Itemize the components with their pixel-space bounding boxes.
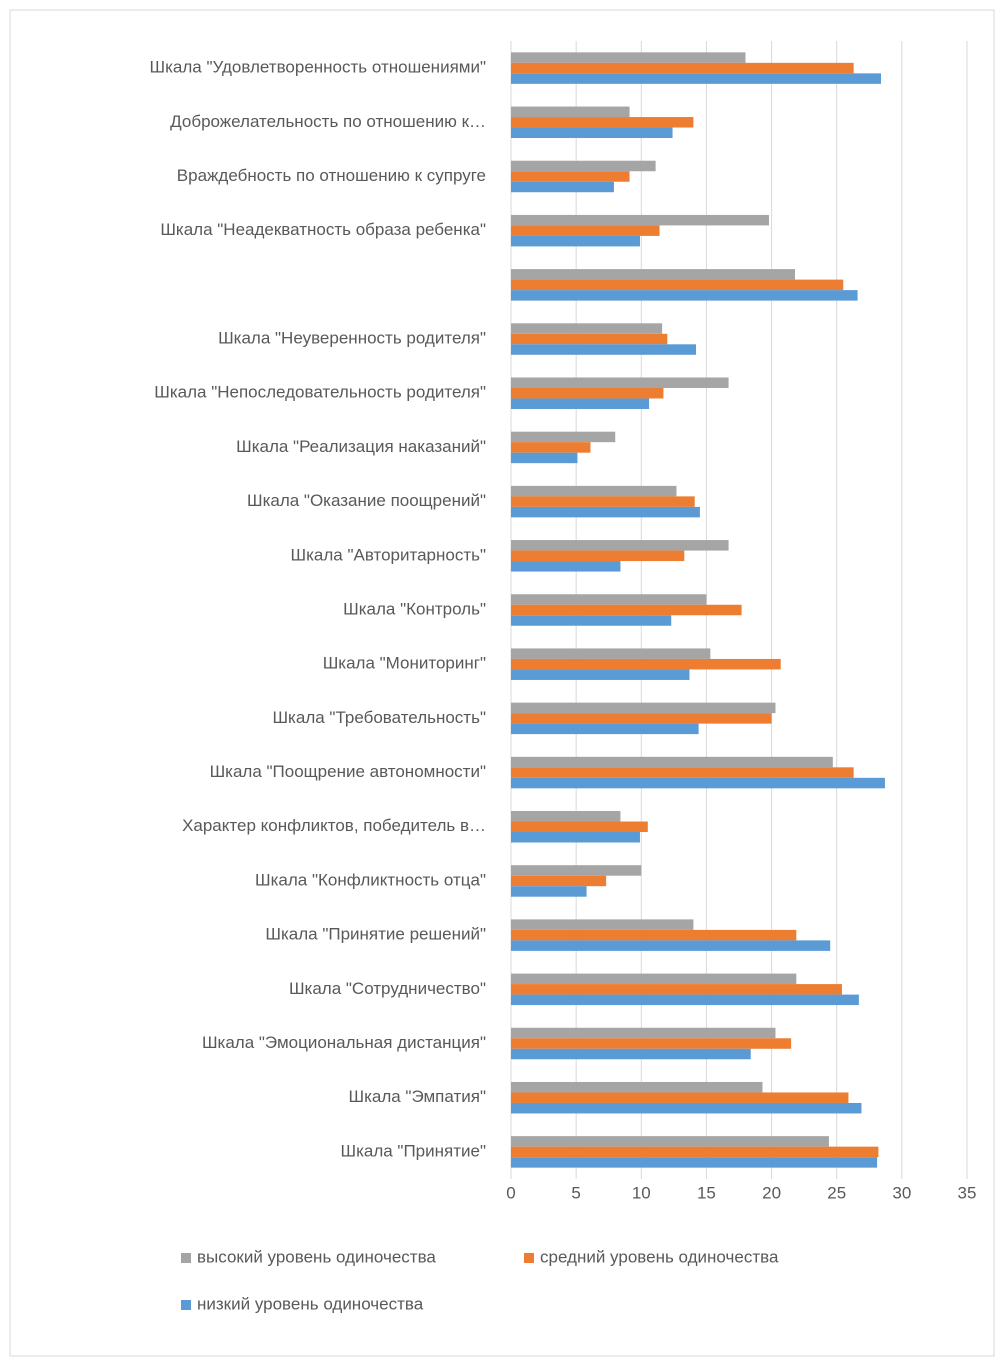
bar xyxy=(511,723,699,735)
bar xyxy=(511,919,694,930)
bar xyxy=(511,1027,776,1039)
bar xyxy=(511,496,695,507)
bar xyxy=(511,506,700,518)
bar xyxy=(511,1102,862,1114)
x-tick-label: 30 xyxy=(892,1183,911,1202)
legend-label: средний уровень одиночества xyxy=(540,1247,779,1266)
legend-swatch xyxy=(524,1253,534,1263)
bar xyxy=(511,344,697,355)
chart-border xyxy=(9,9,995,1357)
bar xyxy=(511,160,656,172)
bar xyxy=(511,811,621,822)
y-tick-label: Шкала "Принятие" xyxy=(340,1141,486,1160)
bar xyxy=(511,940,831,951)
y-tick-label: Шкала "Эмпатия" xyxy=(348,1087,486,1106)
y-tick-label: Шкала "Контроль" xyxy=(343,599,486,618)
bar xyxy=(511,485,677,497)
bar xyxy=(511,377,729,388)
y-tick-label: Шкала "Неуверенность родителя" xyxy=(218,329,486,348)
bar xyxy=(511,540,729,551)
x-tick-label: 0 xyxy=(506,1183,515,1202)
bar xyxy=(511,290,858,301)
bar xyxy=(511,452,578,464)
bar xyxy=(511,442,591,453)
y-tick-label: Шкала "Требовательность" xyxy=(272,708,486,727)
bar xyxy=(511,973,797,985)
y-tick-label: Доброжелательность по отношению к… xyxy=(170,112,486,131)
bar xyxy=(511,777,885,789)
x-tick-label: 35 xyxy=(958,1183,977,1202)
bar xyxy=(511,333,668,345)
bar xyxy=(511,767,854,778)
bar xyxy=(511,387,664,399)
y-tick-label: Шкала "Оказание поощрений" xyxy=(247,491,486,510)
bar xyxy=(511,1081,763,1093)
bar xyxy=(511,713,772,724)
bar xyxy=(511,994,859,1006)
bar xyxy=(511,594,707,605)
y-tick-label: Шкала "Принятие решений" xyxy=(265,925,486,944)
y-tick-label: Шкала "Поощрение автономности" xyxy=(210,762,486,781)
bar xyxy=(511,821,648,833)
y-tick-label: Шкала "Конфликтность отца" xyxy=(255,870,486,889)
bar xyxy=(511,1092,849,1103)
bar xyxy=(511,865,642,876)
bar xyxy=(511,756,833,768)
x-tick-label: 20 xyxy=(762,1183,781,1202)
bar xyxy=(511,615,672,626)
bar xyxy=(511,550,685,562)
bar xyxy=(511,561,621,572)
bar xyxy=(511,929,797,941)
bar xyxy=(511,225,660,236)
legend-swatch xyxy=(181,1253,191,1263)
legend-label: низкий уровень одиночества xyxy=(197,1294,424,1313)
bar xyxy=(511,984,842,995)
x-tick-label: 15 xyxy=(697,1183,716,1202)
bar xyxy=(511,214,769,226)
bar xyxy=(511,279,844,291)
bar xyxy=(511,658,781,670)
y-tick-label: Шкала "Реализация наказаний" xyxy=(236,437,486,456)
bar xyxy=(511,106,630,118)
y-tick-label: Шкала "Авторитарность" xyxy=(291,545,487,564)
bar xyxy=(511,62,854,74)
x-tick-label: 25 xyxy=(827,1183,846,1202)
bar xyxy=(511,875,607,887)
bar xyxy=(511,702,776,714)
bar xyxy=(511,235,640,247)
y-tick-label: Шкала "Непоследовательность родителя" xyxy=(154,383,486,402)
y-tick-label: Враждебность по отношению к супруге xyxy=(177,166,486,185)
bar xyxy=(511,431,616,443)
bar xyxy=(511,1157,878,1168)
bar xyxy=(511,648,711,659)
bar xyxy=(511,886,587,897)
bar xyxy=(511,1146,879,1158)
bar xyxy=(511,323,663,334)
bar xyxy=(511,669,690,680)
bar xyxy=(511,1038,792,1049)
y-tick-label: Шкала "Удовлетворенность отношениями" xyxy=(150,58,486,77)
legend-label: высокий уровень одиночества xyxy=(197,1247,436,1266)
bar xyxy=(511,832,640,843)
y-tick-label: Шкала "Эмоциональная дистанция" xyxy=(202,1033,486,1052)
bar xyxy=(511,1048,751,1060)
bar xyxy=(511,171,630,182)
legend-swatch xyxy=(181,1300,191,1310)
bar xyxy=(511,269,796,280)
x-tick-label: 10 xyxy=(632,1183,651,1202)
bar xyxy=(511,127,673,139)
bar xyxy=(511,73,882,84)
x-tick-label: 5 xyxy=(571,1183,580,1202)
bar xyxy=(511,117,694,128)
y-tick-label: Шкала "Неадекватность образа ребенка" xyxy=(160,220,486,239)
bar xyxy=(511,398,650,409)
y-tick-label: Шкала "Мониторинг" xyxy=(323,654,486,673)
bar xyxy=(511,181,614,193)
y-tick-label: Шкала "Сотрудничество" xyxy=(289,979,486,998)
bar xyxy=(511,1136,829,1147)
y-tick-label: Характер конфликтов, победитель в… xyxy=(182,816,486,835)
bar xyxy=(511,604,742,616)
bar xyxy=(511,52,746,63)
